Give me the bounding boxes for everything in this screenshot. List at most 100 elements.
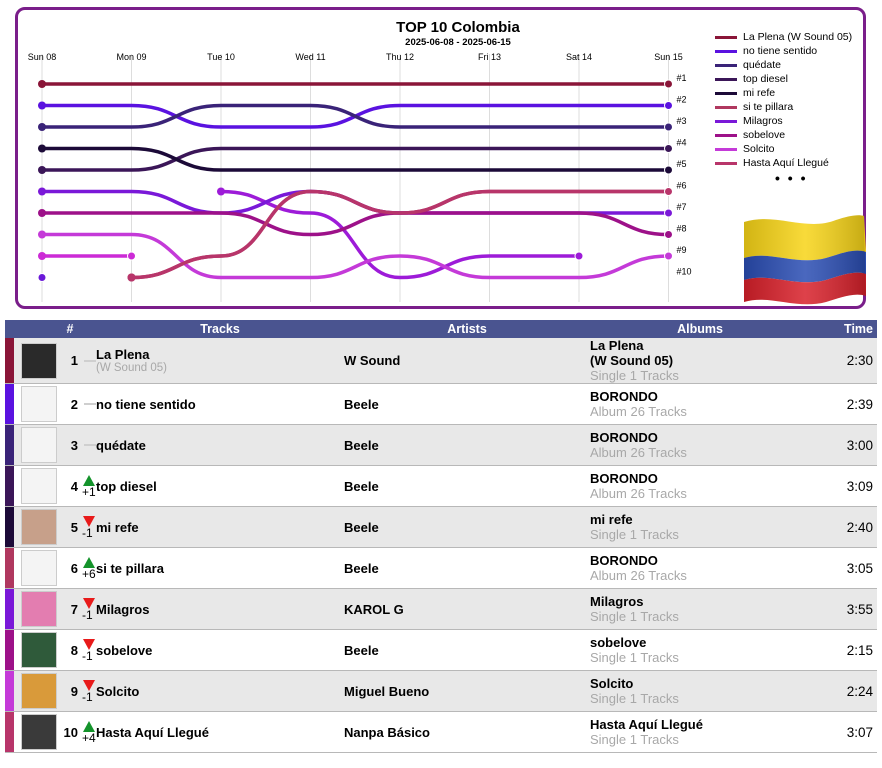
legend-item[interactable]: top diesel (715, 72, 875, 86)
table-row[interactable]: 6 +6 si te pillara Beele BORONDO Album 26 Tra… (5, 547, 877, 589)
album-name[interactable]: sobelove (590, 635, 647, 650)
artist-cell[interactable]: Beele (344, 547, 590, 589)
artist-name[interactable]: Nanpa Básico (344, 724, 430, 740)
album-cell[interactable]: sobelove Single 1 Tracks (590, 629, 810, 671)
legend-item[interactable]: sobelove (715, 128, 875, 142)
album-cover-thumbnail[interactable] (21, 550, 57, 586)
legend-item[interactable]: mi refe (715, 86, 875, 100)
album-cover-thumbnail[interactable] (21, 342, 57, 379)
album-cover-thumbnail[interactable] (21, 632, 57, 668)
track-cell[interactable]: mi refe (96, 506, 344, 548)
album-name[interactable]: BORONDO (590, 430, 658, 445)
legend-item[interactable]: Solcito (715, 142, 875, 156)
legend-item[interactable]: quédate (715, 58, 875, 72)
legend-item[interactable]: Hasta Aquí Llegué (715, 156, 875, 170)
track-name[interactable]: sobelove (96, 642, 153, 658)
album-cell[interactable]: BORONDO Album 26 Tracks (590, 465, 810, 507)
track-name[interactable]: no tiene sentido (96, 396, 196, 412)
album-cover-thumbnail[interactable] (21, 509, 57, 545)
artist-cell[interactable]: KAROL G (344, 588, 590, 630)
track-cell[interactable]: sobelove (96, 629, 344, 671)
artist-name[interactable]: Miguel Bueno (344, 683, 430, 699)
table-row[interactable]: 2 no tiene sentido Beele BORONDO Album 26 Tr… (5, 383, 877, 425)
album-cover-thumbnail[interactable] (21, 714, 57, 750)
album-cell[interactable]: BORONDO Album 26 Tracks (590, 424, 810, 466)
track-cell[interactable]: no tiene sentido (96, 383, 344, 425)
track-name[interactable]: La Plena (96, 347, 150, 362)
header-albums[interactable]: Albums (590, 320, 810, 338)
album-cover-thumbnail[interactable] (21, 386, 57, 422)
artist-cell[interactable]: Beele (344, 424, 590, 466)
track-cell[interactable]: top diesel (96, 465, 344, 507)
series-line (129, 189, 671, 280)
album-cover-thumbnail[interactable] (21, 468, 57, 504)
artist-name[interactable]: Beele (344, 519, 379, 535)
album-name[interactable]: Solcito (590, 676, 634, 691)
header-artists[interactable]: Artists (344, 320, 590, 338)
artist-cell[interactable]: W Sound (344, 338, 590, 384)
artist-name[interactable]: Beele (344, 560, 379, 576)
album-cover-thumbnail[interactable] (21, 591, 57, 627)
table-row[interactable]: 9 -1 Solcito Miguel Bueno Solcito Single 1 Tr… (5, 670, 877, 712)
track-name[interactable]: mi refe (96, 519, 139, 535)
artist-cell[interactable]: Beele (344, 506, 590, 548)
rank-label: #5 (677, 159, 687, 169)
legend-item[interactable]: no tiene sentido (715, 44, 875, 58)
track-name[interactable]: top diesel (96, 478, 157, 494)
table-row[interactable]: 7 -1 Milagros KAROL G Milagros Single 1 Track… (5, 588, 877, 630)
album-cell[interactable]: Milagros Single 1 Tracks (590, 588, 810, 630)
artist-cell[interactable]: Beele (344, 383, 590, 425)
album-cell[interactable]: BORONDO Album 26 Tracks (590, 383, 810, 425)
track-name[interactable]: Solcito (96, 683, 140, 699)
artist-name[interactable]: W Sound (344, 353, 401, 368)
album-name[interactable]: Hasta Aquí Llegué (590, 717, 703, 732)
album-cover-thumbnail[interactable] (21, 673, 57, 709)
album-name[interactable]: BORONDO (590, 553, 658, 568)
artist-cell[interactable]: Beele (344, 629, 590, 671)
album-name[interactable]: La Plena (590, 338, 644, 353)
track-name[interactable]: Milagros (96, 601, 150, 617)
table-row[interactable]: 3 quédate Beele BORONDO Album 26 Tracks 3:00 (5, 424, 877, 466)
album-cell[interactable]: Hasta Aquí Llegué Single 1 Tracks (590, 711, 810, 753)
album-cover-thumbnail[interactable] (21, 427, 57, 463)
artist-name[interactable]: Beele (344, 437, 379, 453)
album-name[interactable]: BORONDO (590, 389, 658, 404)
legend-label: no tiene sentido (743, 45, 818, 57)
artist-name[interactable]: KAROL G (344, 601, 404, 617)
artist-cell[interactable]: Beele (344, 465, 590, 507)
table-row[interactable]: 5 -1 mi refe Beele mi refe Single 1 Tracks 2:4… (5, 506, 877, 548)
album-cell[interactable]: mi refe Single 1 Tracks (590, 506, 810, 548)
header-tracks[interactable]: Tracks (96, 320, 344, 338)
header-rank[interactable]: # (58, 320, 82, 338)
legend-item[interactable]: Milagros (715, 114, 875, 128)
table-row[interactable]: 4 +1 top diesel Beele BORONDO Album 26 Tracks… (5, 465, 877, 507)
album-cell[interactable]: La Plena (W Sound 05) Single 1 Tracks (590, 338, 810, 384)
table-row[interactable]: 1 La Plena (W Sound 05) W Sound La Plena (W S… (5, 338, 877, 384)
album-name[interactable]: Milagros (590, 594, 644, 609)
row-color-bar (5, 629, 14, 671)
track-name[interactable]: si te pillara (96, 560, 164, 576)
track-cell[interactable]: La Plena (W Sound 05) (96, 338, 344, 384)
album-cell[interactable]: BORONDO Album 26 Tracks (590, 547, 810, 589)
track-cell[interactable]: Hasta Aquí Llegué (96, 711, 344, 753)
artist-name[interactable]: Beele (344, 642, 379, 658)
legend-item[interactable]: si te pillara (715, 100, 875, 114)
legend-more-indicator[interactable]: • • • (775, 170, 808, 186)
album-name[interactable]: BORONDO (590, 471, 658, 486)
track-cell[interactable]: Milagros (96, 588, 344, 630)
artist-name[interactable]: Beele (344, 478, 379, 494)
track-cell[interactable]: Solcito (96, 670, 344, 712)
table-row[interactable]: 8 -1 sobelove Beele sobelove Single 1 Tracks 2… (5, 629, 877, 671)
track-name[interactable]: Hasta Aquí Llegué (96, 724, 209, 740)
track-cell[interactable]: si te pillara (96, 547, 344, 589)
artist-cell[interactable]: Miguel Bueno (344, 670, 590, 712)
legend-item[interactable]: La Plena (W Sound 05) (715, 30, 875, 44)
artist-name[interactable]: Beele (344, 396, 379, 412)
artist-cell[interactable]: Nanpa Básico (344, 711, 590, 753)
table-row[interactable]: 10 +4 Hasta Aquí Llegué Nanpa Básico Hasta A… (5, 711, 877, 753)
album-name[interactable]: mi refe (590, 512, 633, 527)
track-name[interactable]: quédate (96, 437, 146, 453)
header-time[interactable]: Time (810, 320, 877, 338)
track-cell[interactable]: quédate (96, 424, 344, 466)
album-cell[interactable]: Solcito Single 1 Tracks (590, 670, 810, 712)
